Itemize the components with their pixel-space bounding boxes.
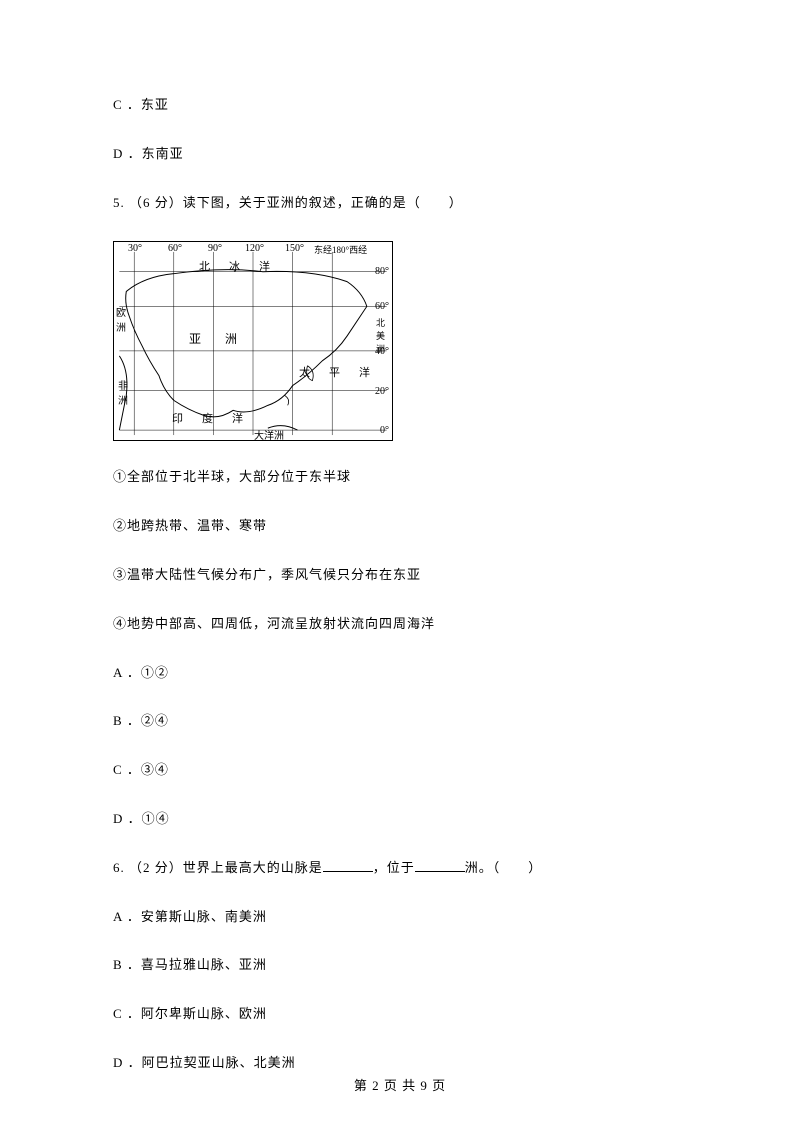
q5-statement-4: ④地势中部高、四周低，河流呈放射状流向四周海洋: [113, 614, 687, 635]
lon-60: 60°: [168, 243, 182, 254]
lon-120: 120°: [245, 243, 264, 254]
label-arctic: 北 冰 洋: [199, 258, 274, 274]
label-pacific: 太 平 洋: [299, 364, 374, 380]
q5-stem: 5. （6 分）读下图，关于亚洲的叙述，正确的是（ ）: [113, 193, 687, 214]
q5-statement-3: ③温带大陆性气候分布广，季风气候只分布在东亚: [113, 565, 687, 586]
lat-20: 20°: [375, 386, 389, 397]
q6-option-d: D ．阿巴拉契亚山脉、北美洲: [113, 1053, 687, 1074]
prev-option-c: C ．东亚: [113, 95, 687, 116]
lon-150: 150°: [285, 243, 304, 254]
label-africa: 非洲: [118, 377, 130, 407]
q6-option-a: A ．安第斯山脉、南美洲: [113, 907, 687, 928]
label-oceania: 大洋洲: [254, 427, 284, 441]
q5-statement-2: ②地跨热带、温带、寒带: [113, 516, 687, 537]
q5-option-c: C ．③④: [113, 760, 687, 781]
blank-2: [415, 860, 465, 872]
label-na: 北美洲: [376, 316, 388, 355]
q5-option-d: D ．①④: [113, 809, 687, 830]
page-footer: 第 2 页 共 9 页: [0, 1075, 800, 1094]
lat-60: 60°: [375, 301, 389, 312]
lat-80: 80°: [375, 266, 389, 277]
q6-stem: 6. （2 分）世界上最高大的山脉是 ，位于 洲。（ ）: [113, 858, 687, 879]
blank-1: [323, 860, 373, 872]
q6-stem-c: 洲。（ ）: [465, 860, 543, 875]
label-europe: 欧洲: [116, 304, 128, 334]
lon-180: 东经180°西经: [314, 243, 367, 256]
q6-option-c: C ．阿尔卑斯山脉、欧洲: [113, 1004, 687, 1025]
lat-0: 0°: [380, 425, 389, 436]
q5-option-a: A ．①②: [113, 663, 687, 684]
q5-option-b: B ．②④: [113, 711, 687, 732]
q6-stem-b: ，位于: [373, 860, 415, 875]
label-asia: 亚 洲: [189, 330, 243, 347]
q5-statement-1: ①全部位于北半球，大部分位于东半球: [113, 467, 687, 488]
q6-stem-a: 6. （2 分）世界上最高大的山脉是: [113, 860, 323, 875]
prev-option-d: D ．东南亚: [113, 144, 687, 165]
asia-map-figure: 30° 60° 90° 120° 150° 东经180°西经 80° 60° 4…: [113, 241, 687, 441]
q6-option-b: B ．喜马拉雅山脉、亚洲: [113, 955, 687, 976]
label-indian: 印 度 洋: [172, 410, 247, 426]
lon-30: 30°: [128, 243, 142, 254]
lon-90: 90°: [208, 243, 222, 254]
